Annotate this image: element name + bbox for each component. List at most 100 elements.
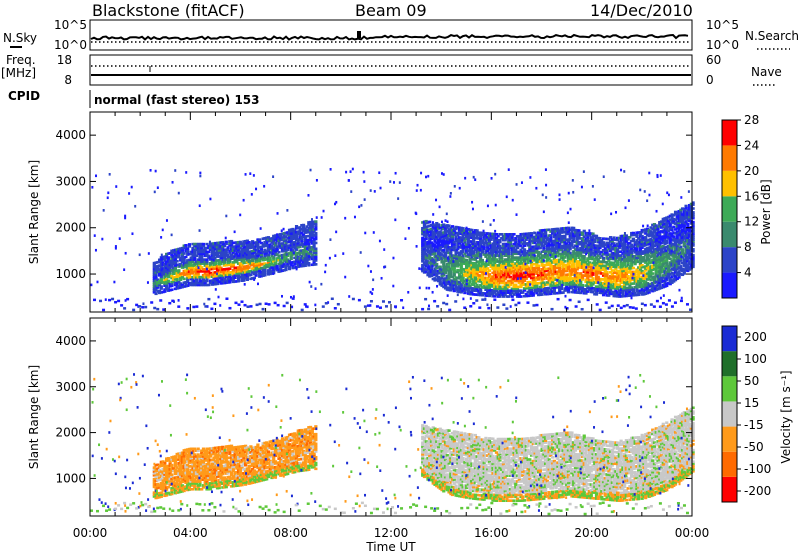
echo-cell: [658, 275, 662, 279]
echo-cell: [231, 245, 235, 249]
echo-cell: [487, 242, 492, 245]
echo-cell: [596, 277, 600, 281]
echo-cell: [522, 236, 527, 240]
echo-cell: [258, 253, 262, 257]
echo-cell: [159, 279, 163, 283]
echo-cell: [284, 266, 288, 270]
echo-cell: [221, 254, 225, 258]
echo-cell: [457, 230, 462, 233]
echo-cell: [168, 259, 172, 263]
echo-cell: [573, 267, 578, 271]
echo-cell: [594, 250, 599, 253]
echo-cell: [493, 232, 497, 236]
echo-cell: [238, 246, 242, 250]
echo-cell: [563, 263, 567, 267]
echo-cell: [579, 252, 583, 256]
echo-cell: [505, 260, 509, 263]
echo-cell: [210, 246, 214, 249]
echo-cell: [586, 284, 590, 288]
echo-cell: [222, 256, 227, 259]
echo-cell: [515, 273, 520, 277]
echo-cell: [647, 265, 651, 269]
echo-cell: [593, 269, 597, 273]
echo-cell: [619, 269, 623, 273]
echo-cell: [440, 239, 444, 243]
echo-cell: [280, 244, 285, 247]
echo-cell: [661, 250, 665, 254]
echo-cell: [542, 240, 546, 244]
echo-cell: [170, 280, 174, 284]
echo-cell: [524, 269, 528, 273]
echo-cell: [457, 236, 462, 239]
echo-cell: [544, 269, 548, 273]
echo-cell: [608, 239, 613, 243]
echo-cell: [623, 252, 627, 255]
echo-cell: [449, 240, 453, 243]
echo-cell: [210, 283, 214, 286]
echo-cell: [519, 291, 523, 294]
echo-cell: [665, 270, 669, 274]
echo-cell: [501, 289, 506, 293]
echo-cell: [280, 232, 285, 236]
echo-cell: [265, 265, 269, 269]
echo-cell: [228, 251, 232, 255]
echo-cell: [642, 279, 646, 282]
echo-cell: [156, 264, 160, 268]
echo-cell: [617, 275, 621, 279]
echo-cell: [180, 250, 185, 254]
echo-cell: [505, 289, 509, 293]
echo-cell: [547, 234, 551, 237]
echo-cell: [468, 290, 472, 294]
echo-cell: [549, 271, 553, 274]
echo-cell: [440, 243, 444, 247]
echo-cell: [226, 255, 230, 259]
echo-cell: [561, 254, 565, 257]
echo-cell: [466, 276, 470, 280]
echo-cell: [584, 280, 588, 284]
echo-cell: [431, 271, 435, 275]
echo-cell: [424, 254, 428, 258]
echo-cell: [601, 293, 606, 297]
echo-cell: [240, 277, 244, 281]
echo-cell: [538, 237, 542, 240]
echo-cell: [654, 265, 658, 268]
echo-cell: [294, 244, 299, 248]
echo-cell: [422, 241, 427, 245]
echo-cell: [235, 258, 239, 262]
echo-cell: [573, 256, 578, 259]
echo-cell: [214, 265, 218, 268]
echo-cell: [570, 290, 574, 294]
echo-cell: [601, 274, 606, 277]
echo-cell: [640, 263, 644, 267]
echo-cell: [435, 229, 439, 233]
echo-cell: [594, 234, 599, 238]
echo-cell: [310, 220, 314, 224]
echo-cell: [164, 287, 169, 291]
echo-cell: [443, 253, 448, 257]
echo-cell: [238, 275, 242, 279]
echo-cell: [640, 277, 644, 281]
echo-cell: [649, 239, 653, 243]
echo-cell: [603, 266, 607, 270]
echo-cell: [189, 270, 193, 273]
echo-cell: [535, 256, 539, 260]
echo-cell: [558, 248, 562, 252]
echo-cell: [301, 225, 306, 229]
echo-cell: [633, 247, 637, 250]
echo-cell: [558, 229, 562, 233]
echo-cell: [489, 257, 493, 261]
echo-cell: [164, 252, 169, 256]
echo-cell: [652, 254, 657, 257]
echo-cell: [456, 245, 460, 249]
echo-cell: [565, 277, 569, 280]
echo-cell: [635, 278, 639, 281]
echo-cell: [291, 231, 295, 235]
echo-cell: [619, 250, 623, 253]
echo-cell: [528, 288, 532, 292]
echo-cell: [172, 262, 176, 266]
echo-cell: [651, 247, 655, 250]
echo-cell: [491, 294, 495, 298]
echo-cell: [663, 240, 667, 244]
echo-cell: [503, 281, 507, 285]
echo-cell: [442, 256, 446, 260]
